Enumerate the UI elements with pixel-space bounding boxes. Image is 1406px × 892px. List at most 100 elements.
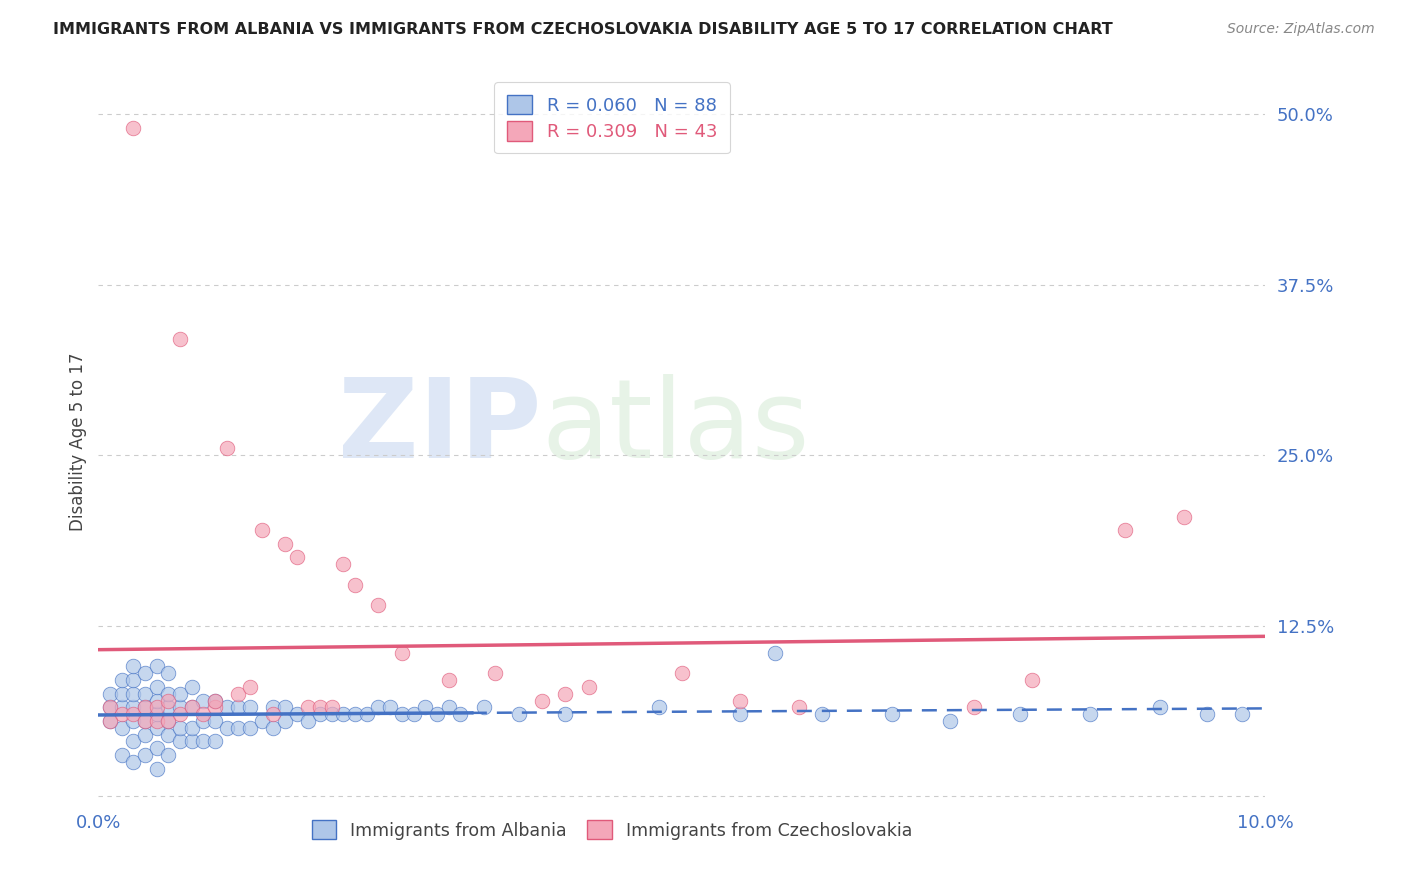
Point xyxy=(1010,707,1032,722)
Text: ZIP: ZIP xyxy=(339,374,541,481)
Point xyxy=(647,700,669,714)
Point xyxy=(262,707,284,722)
Point xyxy=(239,680,262,694)
Point xyxy=(962,700,984,714)
Point xyxy=(111,700,134,714)
Point xyxy=(297,700,319,714)
Point xyxy=(367,598,389,612)
Point xyxy=(274,714,297,728)
Point xyxy=(146,659,169,673)
Point xyxy=(1173,509,1195,524)
Point xyxy=(122,120,145,135)
Point xyxy=(146,721,169,735)
Point xyxy=(262,700,284,714)
Point xyxy=(169,332,191,346)
Point xyxy=(98,700,121,714)
Point xyxy=(391,646,413,660)
Point xyxy=(204,700,226,714)
Point xyxy=(122,707,145,722)
Point xyxy=(146,700,169,714)
Point xyxy=(134,714,156,728)
Point xyxy=(122,714,145,728)
Point xyxy=(157,714,180,728)
Point xyxy=(193,707,215,722)
Point xyxy=(1149,700,1171,714)
Point xyxy=(146,707,169,722)
Point xyxy=(146,680,169,694)
Point xyxy=(146,762,169,776)
Point xyxy=(215,442,238,456)
Point xyxy=(554,687,576,701)
Point xyxy=(228,687,250,701)
Point xyxy=(169,687,191,701)
Y-axis label: Disability Age 5 to 17: Disability Age 5 to 17 xyxy=(69,352,87,531)
Point xyxy=(169,700,191,714)
Point xyxy=(437,700,460,714)
Point xyxy=(402,707,425,722)
Point xyxy=(321,707,343,722)
Point xyxy=(122,734,145,748)
Point xyxy=(193,734,215,748)
Point xyxy=(508,707,530,722)
Text: IMMIGRANTS FROM ALBANIA VS IMMIGRANTS FROM CZECHOSLOVAKIA DISABILITY AGE 5 TO 17: IMMIGRANTS FROM ALBANIA VS IMMIGRANTS FR… xyxy=(53,22,1114,37)
Point xyxy=(157,728,180,742)
Point xyxy=(204,734,226,748)
Point xyxy=(134,700,156,714)
Point xyxy=(250,714,273,728)
Point xyxy=(180,680,202,694)
Point xyxy=(787,700,810,714)
Point xyxy=(250,523,273,537)
Point xyxy=(122,673,145,687)
Point xyxy=(228,721,250,735)
Point xyxy=(391,707,413,722)
Point xyxy=(169,734,191,748)
Point xyxy=(180,734,202,748)
Point xyxy=(169,707,191,722)
Point xyxy=(146,714,169,728)
Point xyxy=(297,714,319,728)
Point xyxy=(449,707,471,722)
Point xyxy=(157,693,180,707)
Point xyxy=(193,714,215,728)
Point xyxy=(239,700,262,714)
Point xyxy=(228,700,250,714)
Point xyxy=(262,721,284,735)
Point xyxy=(413,700,436,714)
Point xyxy=(344,707,367,722)
Point xyxy=(730,693,752,707)
Point xyxy=(146,741,169,756)
Text: atlas: atlas xyxy=(541,374,810,481)
Point xyxy=(134,700,156,714)
Point xyxy=(180,700,202,714)
Point xyxy=(134,748,156,763)
Point xyxy=(530,693,553,707)
Point xyxy=(157,748,180,763)
Point xyxy=(880,707,903,722)
Point xyxy=(309,707,332,722)
Point xyxy=(98,700,121,714)
Point xyxy=(122,700,145,714)
Point xyxy=(1080,707,1102,722)
Point xyxy=(1021,673,1043,687)
Point xyxy=(146,693,169,707)
Point xyxy=(122,659,145,673)
Point xyxy=(134,666,156,681)
Point xyxy=(472,700,495,714)
Point xyxy=(437,673,460,687)
Point xyxy=(215,700,238,714)
Point xyxy=(204,693,226,707)
Point xyxy=(98,687,121,701)
Point xyxy=(204,693,226,707)
Point xyxy=(939,714,962,728)
Point xyxy=(134,728,156,742)
Point xyxy=(169,721,191,735)
Point xyxy=(239,721,262,735)
Point xyxy=(111,707,134,722)
Point xyxy=(367,700,389,714)
Text: Source: ZipAtlas.com: Source: ZipAtlas.com xyxy=(1227,22,1375,37)
Point xyxy=(274,537,297,551)
Point xyxy=(98,714,121,728)
Point xyxy=(111,721,134,735)
Point xyxy=(578,680,600,694)
Point xyxy=(157,666,180,681)
